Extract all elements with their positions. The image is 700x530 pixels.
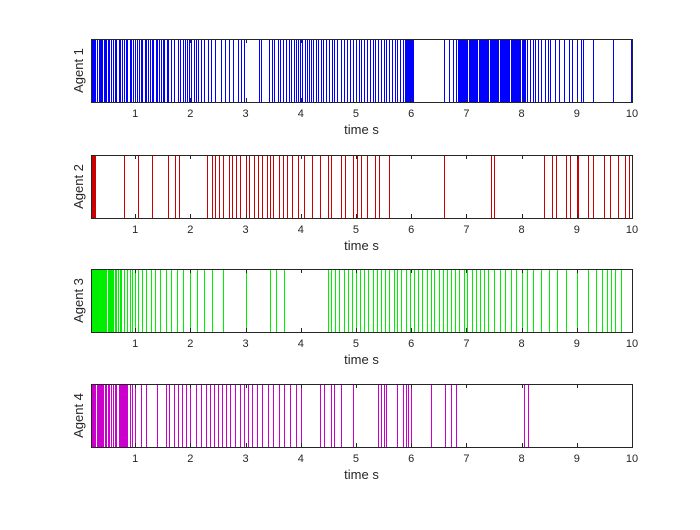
x-tick-label: 1 (132, 453, 138, 465)
x-tick-label: 7 (463, 108, 469, 120)
x-tick-label: 2 (187, 108, 193, 120)
x-tick-label: 6 (408, 224, 414, 236)
x-tick-label: 3 (243, 338, 249, 350)
x-tick-label: 3 (243, 453, 249, 465)
x-tick-label: 7 (463, 338, 469, 350)
x-tick-label: 4 (298, 224, 304, 236)
x-tick-label: 9 (574, 453, 580, 465)
axes-box (91, 39, 633, 103)
y-axis-label: Agent 4 (71, 393, 86, 438)
x-tick-label: 9 (574, 108, 580, 120)
x-tick-label: 9 (574, 338, 580, 350)
x-tick-label: 1 (132, 224, 138, 236)
x-tick-label: 5 (353, 224, 359, 236)
y-axis-label: Agent 3 (71, 278, 86, 323)
x-tick-label: 10 (626, 224, 638, 236)
x-tick-label: 5 (353, 338, 359, 350)
x-tick-label: 10 (626, 338, 638, 350)
x-tick-label: 4 (298, 453, 304, 465)
x-tick-label: 2 (187, 338, 193, 350)
x-tick-label: 9 (574, 224, 580, 236)
x-axis-label: time s (344, 467, 379, 482)
axes-box (91, 269, 633, 333)
subplot-agent-1: 1 2 3 4 5 6 7 8 9 10 time s Agent 1 (71, 39, 638, 137)
x-tick-label: 8 (519, 224, 525, 236)
event-lines (92, 269, 622, 332)
x-tick-label: 1 (132, 108, 138, 120)
x-tick-label: 8 (519, 338, 525, 350)
x-tick-label: 2 (187, 224, 193, 236)
x-tick-label: 3 (243, 224, 249, 236)
y-axis-label: Agent 2 (71, 164, 86, 209)
subplot-agent-4: 1 2 3 4 5 6 7 8 9 10 time s Agent 4 (71, 384, 638, 482)
x-tick-label: 1 (132, 338, 138, 350)
x-tick-label: 5 (353, 108, 359, 120)
x-tick-label: 6 (408, 108, 414, 120)
axes-box (91, 155, 633, 219)
x-tick-label: 7 (463, 224, 469, 236)
event-lines (92, 384, 529, 447)
axes-box (91, 384, 633, 448)
plot-area (91, 384, 632, 447)
event-lines (92, 39, 632, 102)
plot-area (91, 269, 632, 332)
x-tick-label: 5 (353, 453, 359, 465)
x-tick-label: 10 (626, 108, 638, 120)
x-tick-label: 10 (626, 453, 638, 465)
subplot-agent-2: 1 2 3 4 5 6 7 8 9 10 time s Agent 2 (71, 155, 638, 253)
x-tick-label: 6 (408, 338, 414, 350)
x-tick-label: 7 (463, 453, 469, 465)
x-axis-label: time s (344, 238, 379, 253)
x-tick-label: 8 (519, 453, 525, 465)
event-lines (92, 155, 630, 218)
x-tick-label: 2 (187, 453, 193, 465)
x-tick-label: 8 (519, 108, 525, 120)
x-tick-label: 3 (243, 108, 249, 120)
x-axis-label: time s (344, 352, 379, 367)
x-tick-label: 6 (408, 453, 414, 465)
x-tick-label: 4 (298, 338, 304, 350)
y-axis-label: Agent 1 (71, 48, 86, 93)
x-tick-label: 4 (298, 108, 304, 120)
x-axis-label: time s (344, 122, 379, 137)
subplot-agent-3: 1 2 3 4 5 6 7 8 9 10 time s Agent 3 (71, 269, 638, 367)
